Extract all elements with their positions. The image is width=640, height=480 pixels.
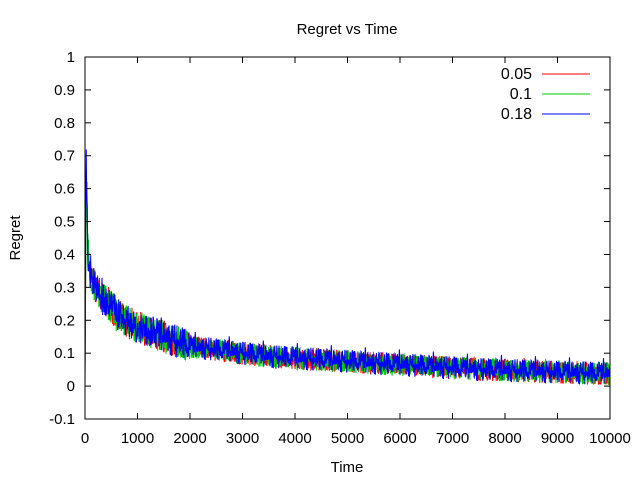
- legend: 0.05 0.1 0.18: [501, 66, 590, 123]
- y-tick-label: 0.5: [54, 214, 75, 231]
- chart-title: Regret vs Time: [297, 21, 398, 38]
- tick-labels: 0 1000 2000 3000 4000 5000 6000 7000 8000 9000 100…: [49, 49, 631, 447]
- y-tick-label: 0.6: [54, 181, 75, 198]
- legend-label: 0.18: [501, 106, 532, 123]
- legend-label: 0.05: [501, 66, 532, 83]
- legend-label: 0.1: [510, 86, 532, 103]
- axis-ticks: [84, 56, 611, 420]
- y-tick-label: -0.1: [49, 411, 75, 428]
- y-tick-label: 0.3: [54, 279, 75, 296]
- y-axis-title: Regret: [7, 215, 24, 261]
- x-tick-label: 8000: [488, 430, 521, 447]
- x-tick-label: 3000: [226, 430, 259, 447]
- y-tick-label: 0.9: [54, 82, 75, 99]
- series-line-0.18: [84, 149, 611, 385]
- x-tick-label: 6000: [383, 430, 416, 447]
- x-tick-label: 7000: [436, 430, 469, 447]
- y-tick-label: 0.2: [54, 312, 75, 329]
- y-tick-label: 0.7: [54, 148, 75, 165]
- y-tick-label: 0.4: [54, 246, 75, 263]
- x-tick-label: 9000: [541, 430, 574, 447]
- x-axis-title: Time: [331, 459, 364, 476]
- plot-lines: [84, 149, 611, 386]
- y-tick-label: 0: [67, 378, 75, 395]
- y-tick-label: 0.1: [54, 345, 75, 362]
- x-tick-label: 4000: [278, 430, 311, 447]
- y-tick-label: 0.8: [54, 115, 75, 132]
- x-tick-label: 1000: [121, 430, 154, 447]
- y-tick-label: 1: [67, 49, 75, 66]
- x-tick-label: 2000: [173, 430, 206, 447]
- x-tick-label: 5000: [331, 430, 364, 447]
- x-tick-label: 0: [81, 430, 89, 447]
- x-tick-label: 10000: [589, 430, 631, 447]
